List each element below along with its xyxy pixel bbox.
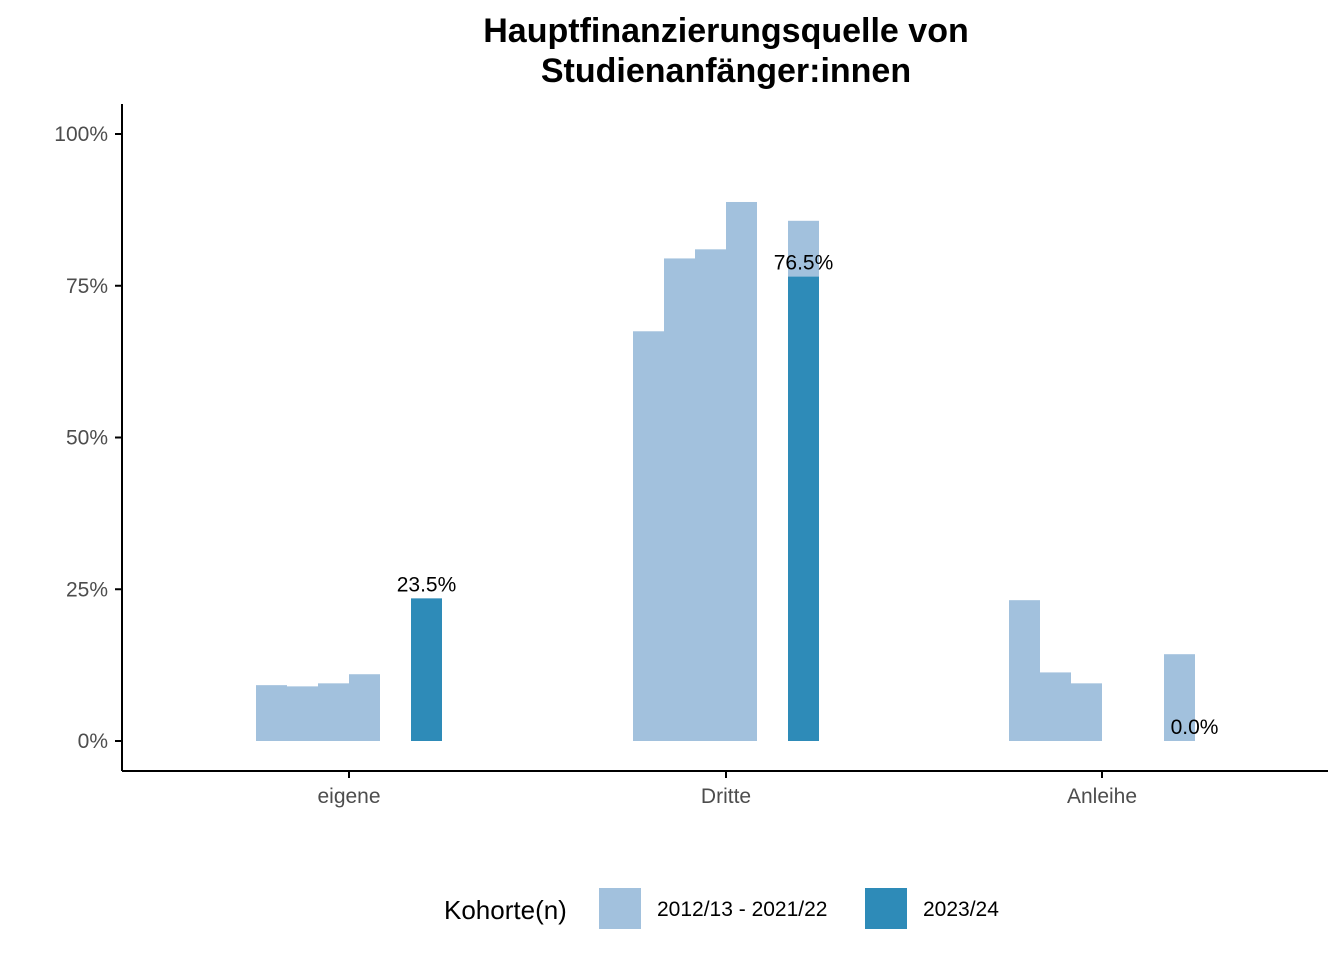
- bar-current-eigene: [411, 598, 442, 741]
- bar-historic-dritte: [726, 201, 757, 741]
- y-axis: 0% 25% 50% 75% 100%: [54, 123, 122, 753]
- legend-label-historic: 2012/13 - 2021/22: [657, 898, 827, 921]
- bar-historic-eigene: [349, 674, 380, 741]
- y-tick-label: 25%: [66, 578, 108, 601]
- legend-label-current: 2023/24: [923, 898, 999, 921]
- y-tick-label: 100%: [54, 123, 108, 146]
- data-label-anleihe: 0.0%: [1171, 716, 1219, 739]
- data-label-eigene: 23.5%: [397, 573, 457, 596]
- bar-historic-dritte: [633, 331, 664, 741]
- bar-historic-dritte: [695, 249, 726, 741]
- data-labels-group: 23.5% 76.5% 0.0%: [397, 252, 1219, 739]
- x-tick-label-dritte: Dritte: [701, 785, 751, 808]
- legend-swatch-current: [865, 888, 907, 929]
- bars-group: [256, 201, 1195, 741]
- chart-title-line-1: Hauptfinanzierungsquelle von: [483, 12, 968, 50]
- bar-current-dritte: [788, 276, 819, 741]
- bar-historic-eigene: [256, 685, 287, 741]
- legend: Kohorte(n) 2012/13 - 2021/22 2023/24: [444, 888, 999, 929]
- x-tick-label-anleihe: Anleihe: [1067, 785, 1137, 808]
- bar-historic-dritte: [664, 258, 695, 741]
- bar-historic-eigene: [287, 686, 318, 741]
- bar-historic-eigene: [318, 683, 349, 741]
- chart-title-line-2: Studienanfänger:innen: [541, 52, 911, 90]
- y-tick-label: 75%: [66, 275, 108, 298]
- x-tick-label-eigene: eigene: [317, 785, 380, 808]
- data-label-dritte: 76.5%: [774, 252, 834, 275]
- y-tick-label: 50%: [66, 427, 108, 450]
- x-axis: eigene Dritte Anleihe: [317, 771, 1137, 808]
- y-tick-label: 0%: [78, 730, 108, 753]
- bar-historic-anleihe: [1009, 600, 1040, 741]
- legend-title: Kohorte(n): [444, 895, 567, 925]
- bar-historic-anleihe: [1040, 672, 1071, 741]
- bar-historic-anleihe: [1071, 683, 1102, 741]
- legend-swatch-historic: [599, 888, 641, 929]
- bar-historic-anleihe: [1164, 654, 1195, 741]
